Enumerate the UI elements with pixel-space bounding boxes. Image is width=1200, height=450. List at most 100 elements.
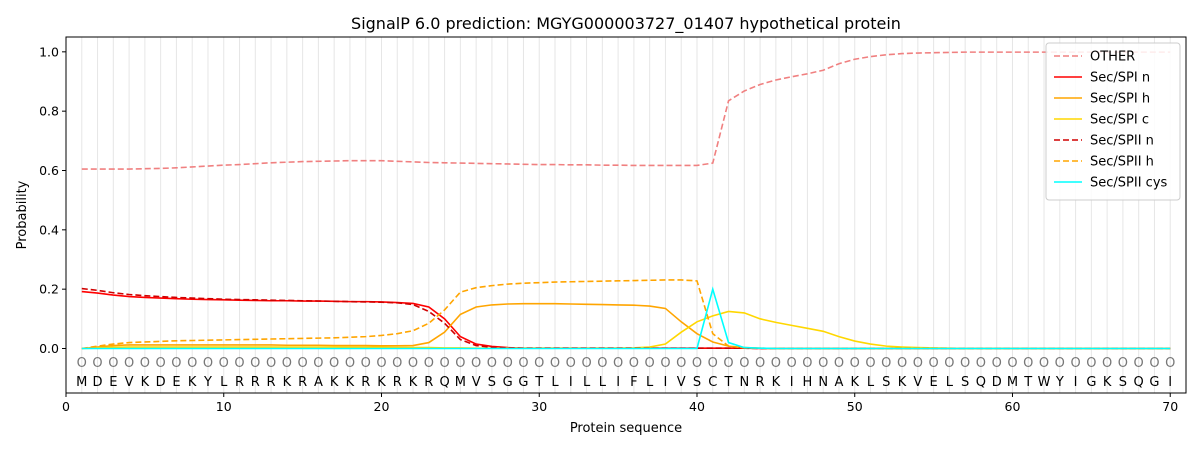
residue-label: D (93, 375, 103, 390)
residue-label: W (1038, 375, 1051, 390)
region-label: O (897, 356, 907, 371)
region-label: O (250, 356, 260, 371)
region-label: O (818, 356, 828, 371)
y-tick-label: 0.8 (39, 104, 59, 119)
region-label: O (1086, 356, 1096, 371)
region-label: O (455, 356, 465, 371)
residue-label: R (235, 375, 244, 390)
region-label: O (298, 356, 308, 371)
residue-label: E (109, 375, 117, 390)
residue-label: V (472, 375, 481, 390)
residue-label: K (330, 375, 339, 390)
residue-label: M (455, 375, 466, 390)
region-label: O (834, 356, 844, 371)
y-axis: 0.0 0.2 0.4 0.6 0.8 1.0 (39, 44, 66, 356)
residue-label: L (583, 375, 591, 390)
residue-label: C (708, 375, 717, 390)
y-tick-label: 0.6 (39, 163, 59, 178)
region-label: O (503, 356, 513, 371)
residue-label: G (1086, 375, 1096, 390)
region-label: O (708, 356, 718, 371)
region-label: O (992, 356, 1002, 371)
residue-label: R (267, 375, 276, 390)
residue-label: Q (976, 375, 986, 390)
y-axis-label: Probability (15, 180, 30, 249)
residue-label: I (569, 375, 573, 390)
region-label: O (771, 356, 781, 371)
region-label: O (1165, 356, 1175, 371)
x-tick-label: 0 (62, 399, 70, 414)
region-label: O (376, 356, 386, 371)
residue-label: Y (203, 375, 212, 390)
region-label: O (928, 356, 938, 371)
region-label: O (1118, 356, 1128, 371)
residue-label: L (551, 375, 559, 390)
region-label: O (1023, 356, 1033, 371)
region-label: O (787, 356, 797, 371)
legend-label: Sec/SPII h (1090, 155, 1154, 170)
residue-label: K (283, 375, 292, 390)
residue-label: N (739, 375, 749, 390)
residue-label: K (898, 375, 907, 390)
residue-label: I (790, 375, 794, 390)
region-label: O (802, 356, 812, 371)
region-label: O (676, 356, 686, 371)
residue-label: N (818, 375, 828, 390)
x-axis-label: Protein sequence (570, 421, 682, 436)
residue-label: Y (1055, 375, 1064, 390)
x-tick-label: 30 (531, 399, 547, 414)
region-label: O (108, 356, 118, 371)
y-tick-label: 0.4 (39, 222, 59, 237)
region-label: O (1149, 356, 1159, 371)
residue-label: R (756, 375, 765, 390)
residue-label: I (664, 375, 668, 390)
legend: OTHERSec/SPI nSec/SPI hSec/SPI cSec/SPII… (1046, 43, 1180, 200)
x-tick-label: 40 (689, 399, 705, 414)
region-label: O (266, 356, 276, 371)
region-label: O (187, 356, 197, 371)
residue-label: T (534, 375, 543, 390)
residue-label: Q (439, 375, 449, 390)
region-label: O (960, 356, 970, 371)
residue-label: A (835, 375, 844, 390)
region-label: O (629, 356, 639, 371)
residue-label: L (867, 375, 875, 390)
residue-label: E (172, 375, 180, 390)
residue-label: D (156, 375, 166, 390)
region-label: O (345, 356, 355, 371)
region-label: O (439, 356, 449, 371)
x-tick-label: 70 (1162, 399, 1178, 414)
residue-label: R (298, 375, 307, 390)
region-label: O (944, 356, 954, 371)
region-label: O (660, 356, 670, 371)
region-label: O (613, 356, 623, 371)
residue-label: S (488, 375, 496, 390)
residue-label: K (772, 375, 781, 390)
residue-label: M (1007, 375, 1018, 390)
residue-label: R (251, 375, 260, 390)
region-label: O (408, 356, 418, 371)
region-label: O (171, 356, 181, 371)
region-label: O (518, 356, 528, 371)
residue-label: T (724, 375, 733, 390)
chart-title: SignalP 6.0 prediction: MGYG000003727_01… (351, 14, 901, 34)
residue-label: R (361, 375, 370, 390)
plot-background (66, 37, 1186, 393)
region-label: O (92, 356, 102, 371)
residue-label: E (929, 375, 937, 390)
residue-label: T (1023, 375, 1032, 390)
residue-label: I (1074, 375, 1078, 390)
residue-label: V (125, 375, 134, 390)
residue-label: S (1119, 375, 1127, 390)
residue-label: D (992, 375, 1002, 390)
legend-label: Sec/SPI h (1090, 92, 1150, 107)
region-label: O (550, 356, 560, 371)
region-label: O (140, 356, 150, 371)
x-axis: 0 10 20 30 40 50 60 70 (62, 393, 1178, 414)
region-label: O (487, 356, 497, 371)
region-label: O (692, 356, 702, 371)
residue-label: R (424, 375, 433, 390)
residue-label: K (346, 375, 355, 390)
